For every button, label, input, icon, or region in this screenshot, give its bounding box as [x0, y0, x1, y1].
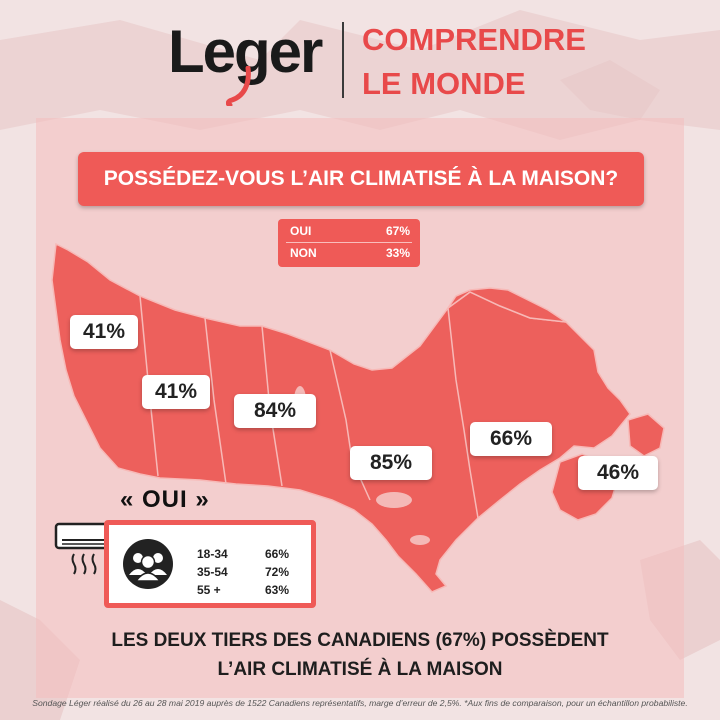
- question-banner: POSSÉDEZ-VOUS L’AIR CLIMATISÉ À LA MAISO…: [78, 152, 644, 206]
- map-mainland: [51, 242, 631, 593]
- logo-hook-mark: [226, 66, 251, 106]
- map-labrador: [447, 287, 567, 323]
- conclusion-line-1: LES DEUX TIERS DES CANADIENS (67%) POSSÈ…: [111, 630, 609, 651]
- region-value-atlantic: 46%: [578, 456, 658, 490]
- summary-label: NON: [290, 246, 317, 260]
- age-value: 72%: [265, 565, 290, 579]
- age-row-35-54: 35-54 72%: [197, 565, 301, 582]
- age-row-55-plus: 55 + 63%: [197, 583, 301, 600]
- tagline-line-2: LE MONDE: [362, 66, 526, 101]
- summary-divider: [286, 242, 412, 243]
- region-value-prairies: 84%: [234, 394, 316, 428]
- air-conditioner-icon: [54, 522, 116, 575]
- region-value-quebec: 66%: [470, 422, 552, 456]
- age-row-18-34: 18-34 66%: [197, 547, 301, 564]
- tagline-line-1: COMPRENDRE: [362, 22, 586, 57]
- header-divider: [342, 22, 344, 98]
- survey-footnote: Sondage Léger réalisé du 26 au 28 mai 20…: [32, 698, 688, 708]
- summary-box: OUI 67% NON 33%: [278, 219, 420, 267]
- region-value-ontario: 85%: [350, 446, 432, 480]
- age-value: 66%: [265, 547, 290, 561]
- summary-row-non: NON 33%: [290, 246, 410, 264]
- map-newfoundland: [627, 413, 665, 457]
- region-value-alberta: 41%: [142, 375, 210, 409]
- conclusion-text: LES DEUX TIERS DES CANADIENS (67%) POSSÈ…: [40, 626, 680, 684]
- people-group-icon: [123, 539, 173, 589]
- age-breakdown-box: 18-34 66% 35-54 72% 55 + 63%: [104, 520, 316, 608]
- tagline: COMPRENDRE LE MONDE: [362, 18, 586, 106]
- summary-row-oui: OUI 67%: [290, 224, 410, 242]
- summary-value: 67%: [385, 224, 410, 238]
- header: Leger COMPRENDRE LE MONDE: [0, 0, 720, 118]
- age-value: 63%: [265, 583, 290, 597]
- summary-label: OUI: [290, 224, 312, 238]
- region-value-bc: 41%: [70, 315, 138, 349]
- age-label: 55 +: [197, 583, 221, 597]
- conclusion-line-2: L’AIR CLIMATISÉ À LA MAISON: [217, 659, 503, 680]
- age-label: 35-54: [197, 565, 228, 579]
- oui-section-title: « OUI »: [120, 486, 210, 513]
- summary-value: 33%: [385, 246, 410, 260]
- leger-logo: Leger: [168, 18, 323, 85]
- age-label: 18-34: [197, 547, 228, 561]
